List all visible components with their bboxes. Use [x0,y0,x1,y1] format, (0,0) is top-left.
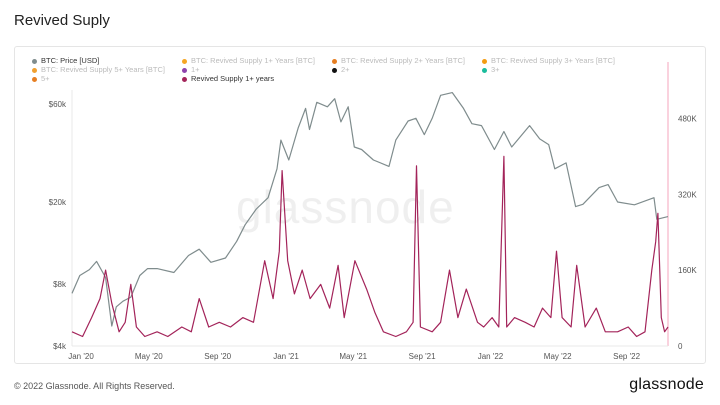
x-tick-label: Sep '20 [204,352,231,361]
legend-label: 5+ [41,74,50,83]
x-tick-label: Jan '22 [478,352,504,361]
y-right-tick-label: 480K [678,114,697,123]
legend-swatch [32,76,37,82]
legend-item[interactable]: 3+ [482,65,500,75]
chart-card [14,46,706,364]
x-tick-label: May '20 [135,352,163,361]
y-left-tick-label: $20k [49,198,67,207]
btc-price-line [71,92,669,327]
legend-label: BTC: Revived Supply 2+ Years [BTC] [341,56,466,65]
x-tick-label: Sep '21 [409,352,436,361]
legend-label: BTC: Revived Supply 5+ Years [BTC] [41,65,166,74]
legend-item[interactable]: BTC: Revived Supply 2+ Years [BTC] [332,56,465,66]
legend-swatch [32,67,37,73]
y-left-tick-label: $4k [53,342,67,351]
legend-swatch [182,76,187,82]
legend-item[interactable]: BTC: Revived Supply 3+ Years [BTC] [482,56,615,66]
y-left-tick-label: $60k [49,100,67,109]
x-tick-label: May '21 [339,352,367,361]
chart-legend: BTC: Price [USD] BTC: Revived Supply 1+ Y… [32,56,672,86]
x-tick-label: Sep '22 [613,352,640,361]
legend-swatch [332,58,337,64]
y-right-tick-label: 160K [678,266,697,275]
legend-swatch [182,58,187,64]
legend-item[interactable]: Revived Supply 1+ years [182,74,274,84]
legend-label: 1+ [191,65,200,74]
legend-label: BTC: Price [USD] [41,56,100,65]
page-title: Revived Suply [14,12,110,29]
legend-item[interactable]: 2+ [332,65,350,75]
legend-swatch [482,58,487,64]
legend-swatch [332,67,337,73]
copyright-text: © 2022 Glassnode. All Rights Reserved. [14,381,175,391]
x-tick-label: Jan '20 [68,352,94,361]
legend-swatch [482,67,487,73]
legend-label: Revived Supply 1+ years [191,74,275,83]
x-tick-label: May '22 [544,352,572,361]
legend-label: BTC: Revived Supply 3+ Years [BTC] [491,56,616,65]
y-left-tick-label: $8k [53,280,67,289]
legend-item[interactable]: BTC: Price [USD] [32,56,99,66]
y-right-tick-label: 0 [678,342,683,351]
legend-item[interactable]: 5+ [32,74,50,84]
legend-item[interactable]: 1+ [182,65,200,75]
legend-swatch [32,58,37,64]
legend-item[interactable]: BTC: Revived Supply 1+ Years [BTC] [182,56,315,66]
legend-item[interactable]: BTC: Revived Supply 5+ Years [BTC] [32,65,165,75]
y-right-tick-label: 320K [678,190,697,199]
revived-supply-line [71,155,669,338]
legend-label: 3+ [491,65,500,74]
legend-label: 2+ [341,65,350,74]
x-tick-label: Jan '21 [273,352,299,361]
glassnode-logo[interactable]: glassnode [629,376,704,393]
legend-swatch [182,67,187,73]
legend-label: BTC: Revived Supply 1+ Years [BTC] [191,56,316,65]
